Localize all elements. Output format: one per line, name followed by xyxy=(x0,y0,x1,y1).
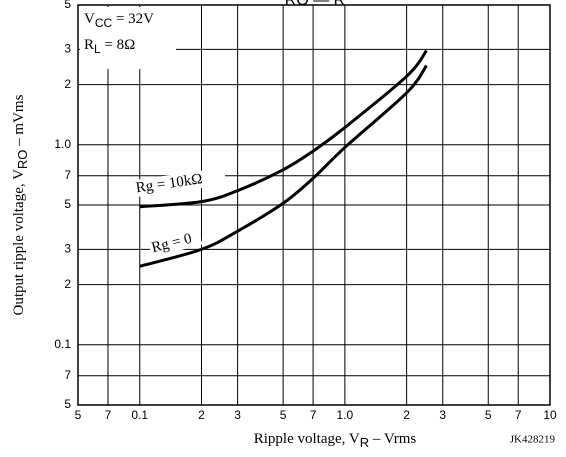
y-tick-label: 3 xyxy=(64,242,71,256)
x-tick-label: 7 xyxy=(515,408,522,422)
annotation: RL = 8Ω xyxy=(84,37,135,56)
y-tick-label: 2 xyxy=(64,77,71,91)
x-tick-label: 3 xyxy=(234,408,241,422)
annotation-part: = 32V xyxy=(112,11,154,27)
annotation-part: = 8Ω xyxy=(101,37,136,53)
y-tick-label: 0.1 xyxy=(54,337,71,351)
x-tick-label: 1.0 xyxy=(337,408,354,422)
figure-code: JK428219 xyxy=(510,434,556,446)
series-label: Rg = 10kΩ xyxy=(135,171,204,196)
y-tick-label: 3 xyxy=(64,42,71,56)
x-tick-label: 2 xyxy=(403,408,410,422)
series-line xyxy=(139,49,428,209)
y-label-part: – mVms xyxy=(11,94,27,149)
annotation-backdrop xyxy=(80,7,176,69)
series-label-backdrop xyxy=(147,228,203,258)
x-label-sub: R xyxy=(360,435,369,450)
plot-frame xyxy=(77,4,551,406)
y-label-part: Output ripple voltage, V xyxy=(11,169,27,316)
y-tick-label: 5 xyxy=(64,397,71,411)
x-tick-label: 0.1 xyxy=(131,408,148,422)
x-axis-label: Ripple voltage, VR – Vrms xyxy=(254,431,417,450)
x-tick-label: 7 xyxy=(105,408,112,422)
series-label-backdrop xyxy=(132,167,227,198)
y-tick-label: 5 xyxy=(64,0,71,11)
x-tick-label: 3 xyxy=(439,408,446,422)
plot-area: 5 7 0.1 2 3 5 7 1.0 2 3 5 7 10 5 7 0.1 2 3 5 7 1.0 2 3 5 VCC = 3… xyxy=(54,0,557,422)
annotation-part: R xyxy=(84,37,94,53)
x-tick-label: 7 xyxy=(310,408,317,422)
x-label-part: Ripple voltage, V xyxy=(254,431,360,447)
series-line xyxy=(139,64,428,268)
annotation: VCC = 32V xyxy=(84,11,154,30)
x-label-part: – Vrms xyxy=(369,431,416,447)
x-tick-label: 10 xyxy=(543,408,557,422)
y-label-sub: RO xyxy=(15,150,30,170)
x-tick-label: 5 xyxy=(485,408,492,422)
y-tick-label: 1.0 xyxy=(54,137,71,151)
x-tick-label: 5 xyxy=(280,408,287,422)
annotation-part: L xyxy=(94,42,101,56)
annotation-part: CC xyxy=(95,16,113,30)
x-tick-label: 5 xyxy=(75,408,82,422)
x-tick-label: 2 xyxy=(198,408,205,422)
y-tick-label: 2 xyxy=(64,277,71,291)
y-tick-label: 7 xyxy=(64,368,71,382)
annotation-part: V xyxy=(84,11,95,27)
y-tick-label: 7 xyxy=(64,168,71,182)
y-tick-label: 5 xyxy=(64,197,71,211)
y-axis-label: Output ripple voltage, VRO – mVms xyxy=(11,94,30,315)
